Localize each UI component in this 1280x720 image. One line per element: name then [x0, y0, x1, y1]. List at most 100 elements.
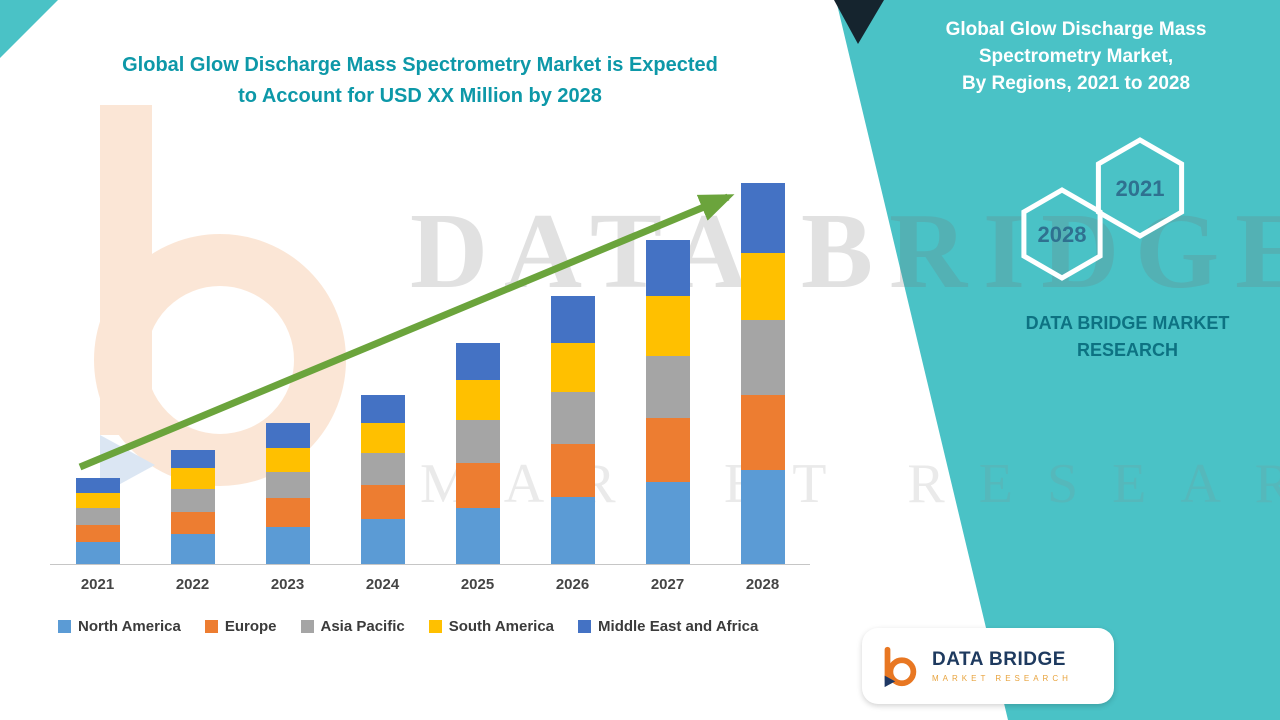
bar-stack: [265, 423, 310, 564]
side-panel-title-line2: Spectrometry Market,: [978, 46, 1174, 67]
legend-swatch: [300, 620, 314, 633]
bar-chart: 2021 2022 2023 2024 2025 2026 2027 2028: [50, 172, 810, 602]
bar-segment-middle-east-and-africa: [360, 395, 405, 424]
bar-segment-south-america: [645, 295, 690, 356]
bar-stack: [360, 395, 405, 564]
bar-column: 2022: [170, 172, 215, 602]
bar-segment-middle-east-and-africa: [740, 183, 785, 253]
bar-segment-south-america: [360, 423, 405, 454]
legend-item: Asia Pacific: [300, 618, 405, 635]
bar-stack: [550, 295, 595, 564]
bar-segment-europe: [265, 498, 310, 527]
legend-item: Middle East and Africa: [578, 618, 758, 635]
x-axis-label: 2025: [460, 576, 495, 593]
bar-segment-middle-east-and-africa: [550, 295, 595, 343]
bar-segment-europe: [75, 524, 120, 542]
legend-item: South America: [428, 618, 555, 635]
bar-stack: [455, 342, 500, 564]
x-axis-label: 2022: [175, 576, 210, 593]
x-axis-label: 2023: [270, 576, 305, 593]
bar-stack: [170, 449, 215, 564]
bar-column: 2023: [265, 172, 310, 602]
side-panel-title: Global Glow Discharge Mass Spectrometry …: [886, 16, 1266, 97]
bar-segment-north-america: [170, 534, 215, 564]
bar-column: 2021: [75, 172, 120, 602]
bar-segment-asia-pacific: [360, 453, 405, 486]
legend-swatch: [578, 620, 592, 633]
bar-column: 2027: [645, 172, 690, 602]
bar-segment-middle-east-and-africa: [645, 239, 690, 296]
legend-label: Europe: [224, 618, 277, 635]
legend: North America Europe Asia Pacific South Ame…: [58, 618, 758, 635]
bar-segment-south-america: [740, 252, 785, 321]
bar-segment-south-america: [75, 492, 120, 508]
bar-segment-south-america: [170, 468, 215, 489]
hexagon-badges: 2021 2028: [1021, 137, 1185, 281]
hexagon-2021-icon: [1095, 137, 1185, 239]
bar-segment-north-america: [75, 541, 120, 564]
hexagon-2028-label: 2028: [1038, 222, 1087, 247]
bar-segment-asia-pacific: [550, 391, 595, 444]
bar-stack: [645, 239, 690, 564]
x-axis-label: 2026: [555, 576, 590, 593]
footer-logo-name: DATA BRIDGE: [932, 649, 1066, 670]
x-axis-label: 2021: [80, 576, 115, 593]
x-axis-label: 2028: [745, 576, 780, 593]
page-title-line1: Global Glow Discharge Mass Spectrometry …: [122, 54, 718, 76]
bar-segment-middle-east-and-africa: [265, 423, 310, 448]
x-axis-label: 2027: [650, 576, 685, 593]
bar-segment-south-america: [265, 447, 310, 473]
side-panel-title-line1: Global Glow Discharge Mass: [945, 19, 1207, 40]
bars-row: 2021 2022 2023 2024 2025 2026 2027 2028: [50, 172, 810, 602]
legend-label: South America: [448, 618, 555, 635]
bar-segment-europe: [455, 462, 500, 508]
legend-swatch: [428, 620, 442, 633]
bar-segment-north-america: [265, 526, 310, 564]
footer-logo-card: DATA BRIDGE MARKET RESEARCH: [862, 628, 1114, 704]
bar-segment-north-america: [740, 470, 785, 564]
bar-segment-europe: [550, 444, 595, 497]
bar-stack: [75, 477, 120, 564]
side-panel-brand-line2: RESEARCH: [1076, 340, 1178, 360]
top-left-corner-triangle: [0, 0, 58, 58]
footer-logo-text: DATA BRIDGE MARKET RESEARCH: [932, 649, 1072, 683]
side-panel-brand: DATA BRIDGE MARKET RESEARCH: [955, 310, 1280, 364]
bar-column: 2026: [550, 172, 595, 602]
bar-segment-south-america: [455, 380, 500, 420]
page-title: Global Glow Discharge Mass Spectrometry …: [70, 50, 770, 112]
bar-segment-asia-pacific: [170, 489, 215, 512]
bar-segment-south-america: [550, 342, 595, 392]
dark-corner-triangle: [834, 0, 884, 44]
bar-segment-north-america: [645, 481, 690, 564]
page-title-line2: to Account for USD XX Million by 2028: [238, 85, 602, 107]
side-panel-brand-line1: DATA BRIDGE MARKET: [1025, 313, 1230, 333]
footer-logo-subtitle: MARKET RESEARCH: [932, 674, 1072, 683]
bar-column: 2024: [360, 172, 405, 602]
bar-segment-europe: [170, 511, 215, 534]
bar-segment-europe: [360, 485, 405, 519]
legend-label: Middle East and Africa: [598, 618, 759, 635]
legend-swatch: [58, 620, 71, 633]
bar-segment-north-america: [360, 519, 405, 564]
bar-segment-europe: [740, 395, 785, 471]
bar-stack: [740, 183, 785, 564]
legend-label: North America: [78, 618, 181, 635]
x-axis-label: 2024: [365, 576, 400, 593]
bar-segment-middle-east-and-africa: [170, 449, 215, 469]
hexagon-2021-label: 2021: [1116, 176, 1165, 201]
legend-item: Europe: [204, 618, 277, 635]
hexagon-2028-icon: [1021, 187, 1103, 281]
bar-segment-asia-pacific: [740, 320, 785, 396]
side-panel-title-line3: By Regions, 2021 to 2028: [961, 73, 1191, 94]
bar-segment-middle-east-and-africa: [75, 477, 120, 493]
bar-column: 2028: [740, 172, 785, 602]
bar-segment-asia-pacific: [455, 419, 500, 463]
bar-segment-asia-pacific: [75, 507, 120, 525]
bar-segment-middle-east-and-africa: [455, 342, 500, 381]
legend-item: North America: [58, 618, 181, 635]
bar-segment-asia-pacific: [265, 472, 310, 499]
teal-panel-shape: [836, 0, 1280, 720]
bar-segment-north-america: [550, 496, 595, 564]
bar-column: 2025: [455, 172, 500, 602]
